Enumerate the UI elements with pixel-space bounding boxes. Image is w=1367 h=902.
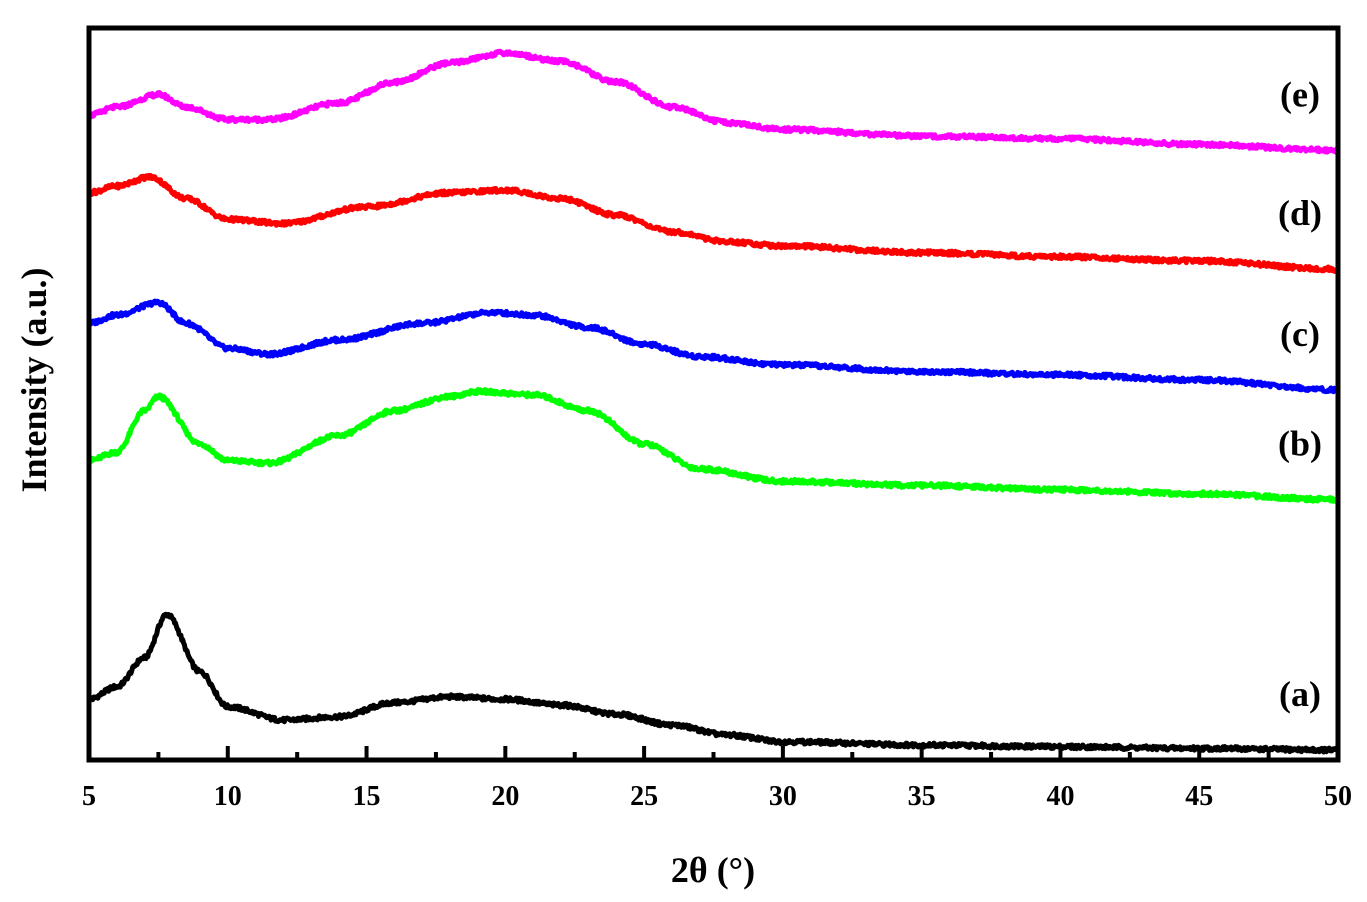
series-line-c <box>87 298 1341 395</box>
series-label-a: (a) <box>1279 674 1321 714</box>
x-axis-ticks: 5 10 15 20 25 30 35 40 45 50 <box>82 746 1352 812</box>
series-labels: (a) (b) (c) (d) (e) <box>1278 74 1322 714</box>
series-label-c: (c) <box>1280 314 1320 354</box>
x-tick-label: 15 <box>353 781 381 812</box>
x-axis-title: 2θ (°) <box>671 850 755 890</box>
x-tick-label: 25 <box>630 781 658 812</box>
series-label-d: (d) <box>1278 193 1322 233</box>
x-tick-label: 10 <box>214 781 242 812</box>
series-layer <box>86 48 1341 755</box>
x-tick-label: 5 <box>82 781 96 812</box>
series-line-d <box>86 172 1341 274</box>
plot-frame <box>86 25 1341 763</box>
y-axis-title: Intensity (a.u.) <box>14 267 54 492</box>
x-tick-label: 30 <box>769 781 797 812</box>
x-tick-label: 35 <box>908 781 936 812</box>
series-label-b: (b) <box>1278 424 1322 464</box>
series-line-e <box>87 48 1341 155</box>
x-tick-label: 45 <box>1185 781 1213 812</box>
series-line-a <box>86 611 1340 755</box>
series-line-b <box>87 387 1340 504</box>
x-tick-label: 40 <box>1046 781 1074 812</box>
series-label-e: (e) <box>1280 74 1320 114</box>
x-tick-label: 20 <box>491 781 519 812</box>
x-tick-label: 50 <box>1324 781 1352 812</box>
